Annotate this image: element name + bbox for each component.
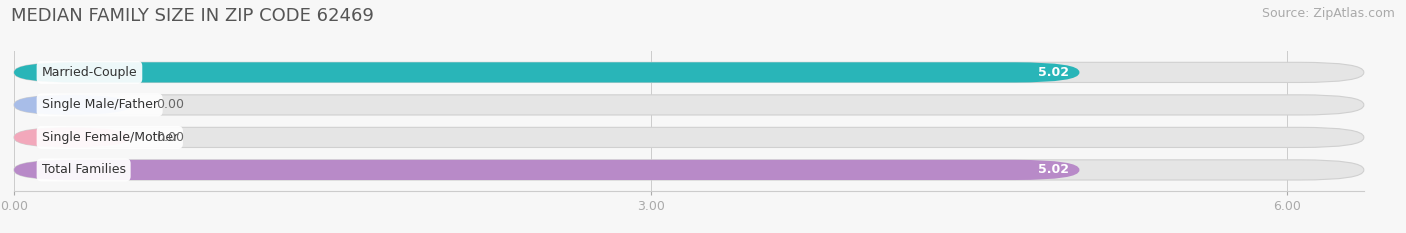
FancyBboxPatch shape xyxy=(14,62,1364,82)
Text: 5.02: 5.02 xyxy=(1038,66,1069,79)
FancyBboxPatch shape xyxy=(14,62,1080,82)
FancyBboxPatch shape xyxy=(14,95,1364,115)
FancyBboxPatch shape xyxy=(14,95,131,115)
FancyBboxPatch shape xyxy=(14,160,1080,180)
Text: 0.00: 0.00 xyxy=(156,131,184,144)
FancyBboxPatch shape xyxy=(14,160,1364,180)
FancyBboxPatch shape xyxy=(14,127,131,147)
Text: Single Female/Mother: Single Female/Mother xyxy=(42,131,179,144)
Text: 0.00: 0.00 xyxy=(156,98,184,111)
Text: 5.02: 5.02 xyxy=(1038,163,1069,176)
Text: Source: ZipAtlas.com: Source: ZipAtlas.com xyxy=(1261,7,1395,20)
Text: Single Male/Father: Single Male/Father xyxy=(42,98,157,111)
Text: Total Families: Total Families xyxy=(42,163,125,176)
Text: MEDIAN FAMILY SIZE IN ZIP CODE 62469: MEDIAN FAMILY SIZE IN ZIP CODE 62469 xyxy=(11,7,374,25)
Text: Married-Couple: Married-Couple xyxy=(42,66,138,79)
FancyBboxPatch shape xyxy=(14,127,1364,147)
